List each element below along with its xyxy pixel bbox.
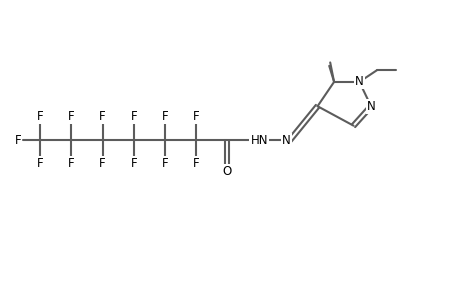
Text: F: F bbox=[192, 157, 199, 170]
Text: F: F bbox=[15, 134, 21, 147]
Text: O: O bbox=[222, 165, 231, 178]
Text: F: F bbox=[161, 110, 168, 123]
Text: F: F bbox=[99, 110, 106, 123]
Text: N: N bbox=[354, 75, 363, 88]
Text: N: N bbox=[366, 100, 375, 113]
Text: F: F bbox=[37, 110, 44, 123]
Text: F: F bbox=[99, 157, 106, 170]
Text: F: F bbox=[68, 157, 74, 170]
Text: F: F bbox=[161, 157, 168, 170]
Text: F: F bbox=[68, 110, 74, 123]
Text: HN: HN bbox=[250, 134, 267, 147]
Text: N: N bbox=[281, 134, 290, 147]
Text: F: F bbox=[37, 157, 44, 170]
Text: F: F bbox=[192, 110, 199, 123]
Text: F: F bbox=[130, 110, 137, 123]
Text: F: F bbox=[130, 157, 137, 170]
